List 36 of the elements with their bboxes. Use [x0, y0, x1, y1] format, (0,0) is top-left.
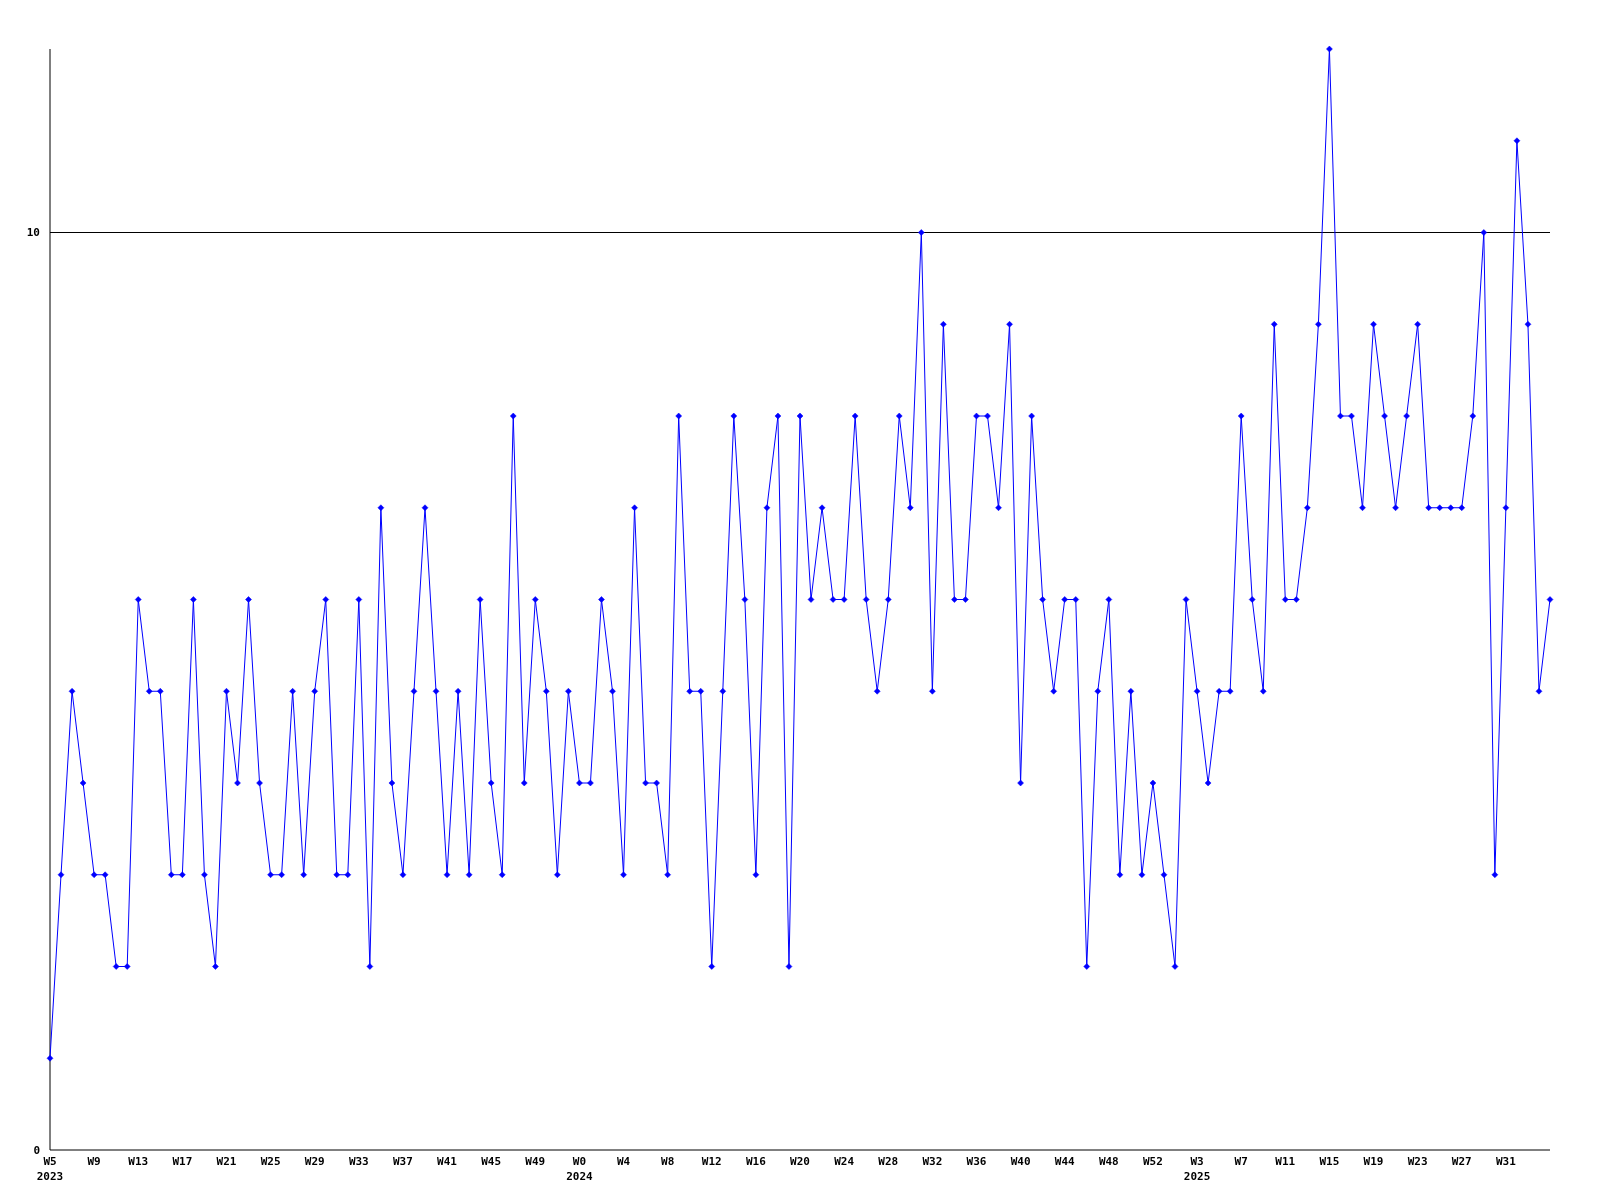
- x-tick-label: W7: [1234, 1155, 1248, 1168]
- x-tick-label: W52: [1143, 1155, 1163, 1168]
- x-tick-label: W49: [525, 1155, 546, 1168]
- x-tick-label: W19: [1363, 1155, 1384, 1168]
- x-tick-label: W48: [1098, 1155, 1119, 1168]
- x-tick-label: W33: [348, 1155, 369, 1168]
- x-tick-label: W25: [260, 1155, 281, 1168]
- x-tick-label: W31: [1495, 1155, 1517, 1168]
- x-tick-label: W20: [790, 1155, 810, 1168]
- x-tick-label: W28: [878, 1155, 899, 1168]
- x-tick-label: W16: [745, 1155, 767, 1168]
- x-tick-label: W8: [661, 1155, 675, 1168]
- x-tick-label: W15: [1319, 1155, 1340, 1168]
- y-tick-label: 0: [33, 1143, 40, 1157]
- x-tick-label: W40: [1010, 1155, 1031, 1168]
- x-tick-label: W37: [393, 1155, 413, 1168]
- x-tick-label: W44: [1054, 1155, 1076, 1168]
- x-tick-label: W41: [437, 1155, 458, 1168]
- x-tick-label: W45: [481, 1155, 502, 1168]
- x-tick-label: W13: [128, 1155, 149, 1168]
- x-tick-label: W23: [1407, 1155, 1428, 1168]
- x-tick-label: W27: [1451, 1155, 1472, 1168]
- x-tick-label: W21: [216, 1155, 237, 1168]
- x-tick-label: W9: [87, 1155, 101, 1168]
- y-tick-label: 10: [26, 226, 40, 240]
- x-tick-label: W0 2024: [566, 1155, 594, 1183]
- x-tick-label: W3 2025: [1183, 1155, 1211, 1183]
- x-tick-label: W5 2023: [36, 1155, 64, 1183]
- x-tick-label: W32: [922, 1155, 943, 1168]
- x-tick-label: W29: [304, 1155, 325, 1168]
- x-tick-label: W4: [616, 1155, 631, 1168]
- x-tick-label: W12: [701, 1155, 722, 1168]
- x-tick-label: W36: [966, 1155, 987, 1168]
- x-tick-label: W11: [1275, 1155, 1296, 1168]
- x-tick-label: W17: [172, 1155, 193, 1168]
- x-tick-label: W24: [834, 1155, 855, 1168]
